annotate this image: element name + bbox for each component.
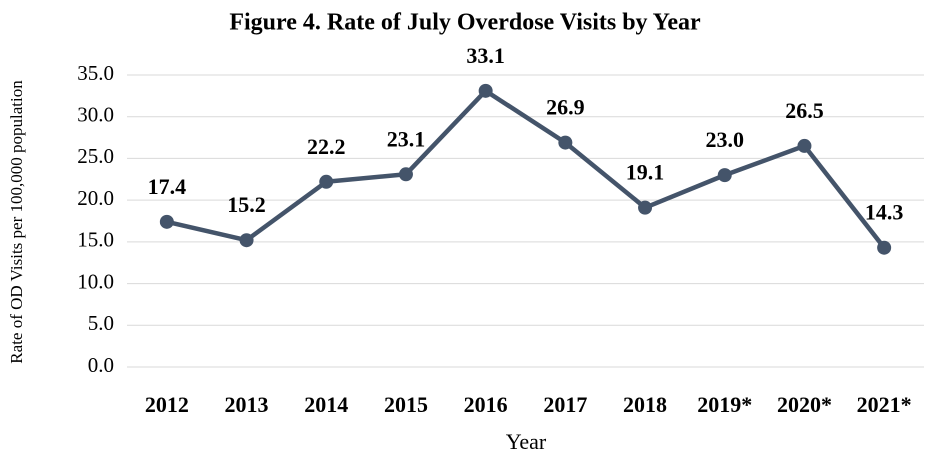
x-tick-label: 2019* [697, 392, 752, 417]
x-tick-label: 2020* [777, 392, 832, 417]
y-tick-label: 10.0 [77, 269, 114, 293]
marker [558, 135, 573, 150]
marker [159, 214, 174, 229]
y-tick-label: 25.0 [77, 144, 114, 168]
y-tick-label: 20.0 [77, 186, 114, 210]
x-tick-label: 2016 [464, 392, 508, 417]
marker [239, 233, 254, 248]
marker [319, 174, 334, 189]
y-axis-label: Rate of OD Visits per 100,000 population [7, 80, 26, 364]
marker [398, 167, 413, 182]
marker [797, 138, 812, 153]
y-tick-label: 5.0 [88, 311, 114, 335]
data-label: 23.1 [387, 126, 426, 151]
x-tick-label: 2014 [304, 392, 348, 417]
y-tick-label: 0.0 [88, 353, 114, 377]
data-label: 23.0 [706, 127, 745, 152]
data-label: 33.1 [466, 43, 505, 68]
y-tick-label: 35.0 [77, 61, 114, 85]
x-tick-label: 2015 [384, 392, 428, 417]
y-tick-label: 15.0 [77, 228, 114, 252]
marker [478, 83, 493, 98]
y-tick-label: 30.0 [77, 103, 114, 127]
x-tick-label: 2012 [145, 392, 189, 417]
marker [877, 240, 892, 255]
data-label: 14.3 [865, 200, 904, 225]
marker [717, 168, 732, 183]
x-tick-label: 2013 [225, 392, 269, 417]
x-tick-label: 2018 [623, 392, 667, 417]
data-label: 19.1 [626, 160, 665, 185]
data-label: 26.9 [546, 95, 585, 120]
x-tick-label: 2021* [857, 392, 912, 417]
chart-title: Figure 4. Rate of July Overdose Visits b… [229, 10, 701, 36]
data-label: 17.4 [148, 174, 187, 199]
data-label: 26.5 [785, 98, 824, 123]
marker [638, 200, 653, 215]
x-axis-label: Year [506, 429, 547, 454]
x-tick-label: 2017 [543, 392, 587, 417]
data-label: 22.2 [307, 134, 346, 159]
data-label: 15.2 [227, 192, 266, 217]
line [166, 88, 886, 250]
